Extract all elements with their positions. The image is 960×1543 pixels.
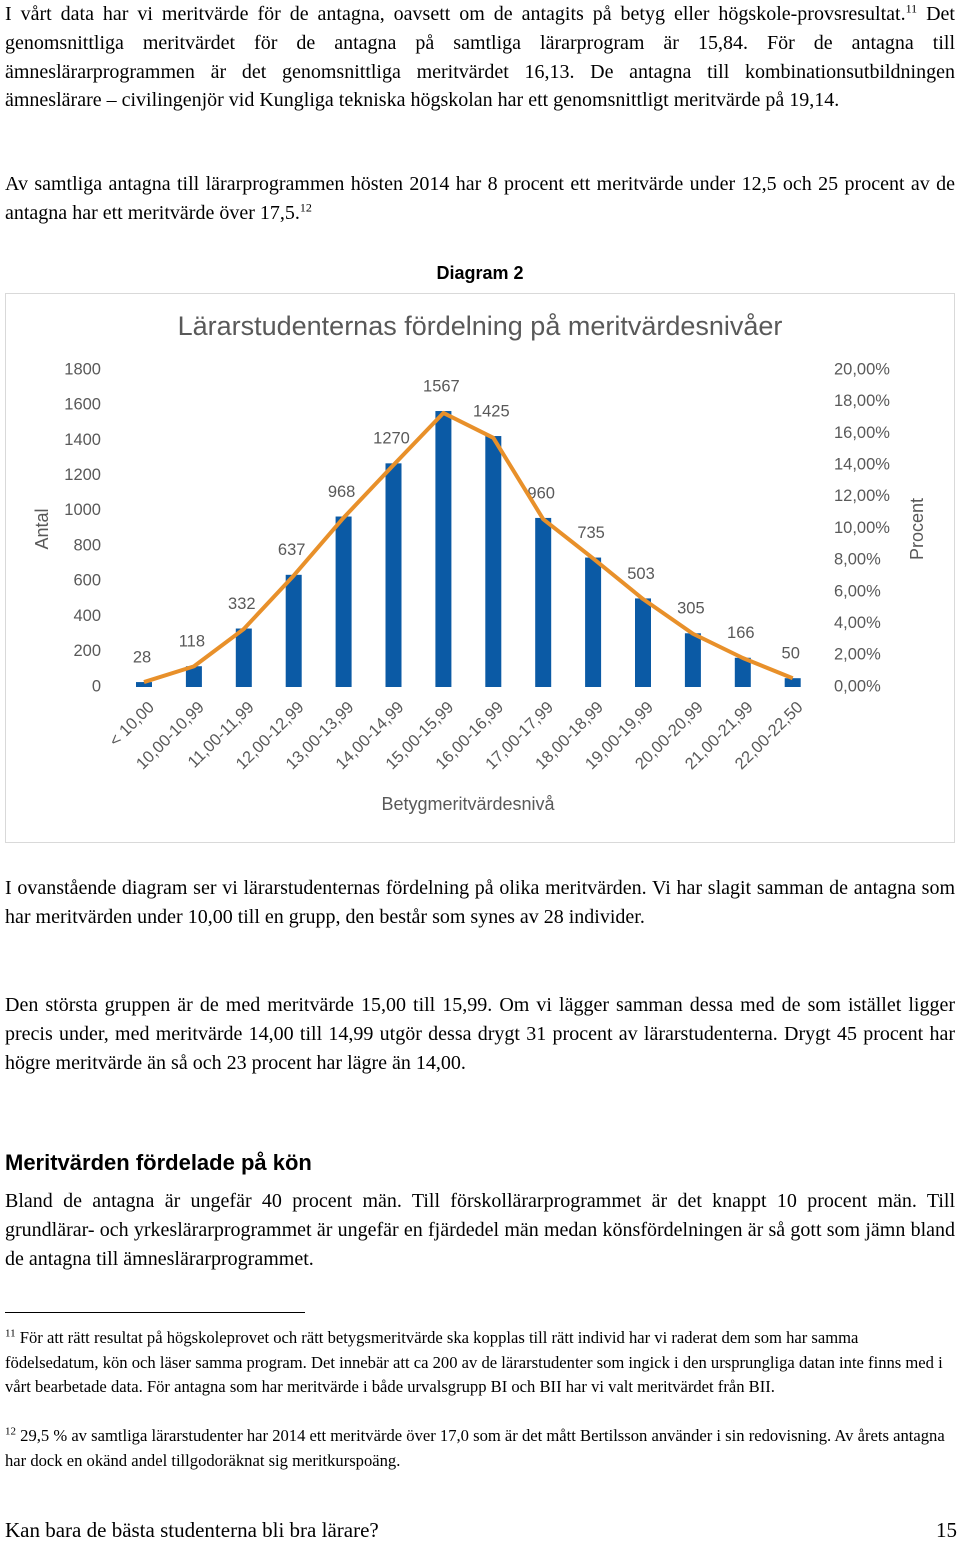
data-label: 1425	[473, 402, 510, 420]
bar	[136, 682, 152, 687]
heading: Meritvärden fördelade på kön	[5, 1150, 312, 1175]
chart-title: Lärarstudenternas fördelning på meritvär…	[178, 311, 783, 341]
bar	[285, 574, 302, 687]
bar	[385, 463, 402, 687]
chart-frame	[5, 293, 955, 843]
footnote: 11 För att rätt resultat på högskoleprov…	[5, 1326, 955, 1400]
data-label: 305	[677, 600, 705, 618]
bar	[635, 598, 651, 687]
footnote-ref: 11	[905, 1, 918, 16]
y2-axis-title: Procent	[907, 498, 927, 560]
y2-tick-label: 0,00%	[834, 677, 881, 695]
text: För att rätt resultat på högskoleprovet …	[5, 1328, 943, 1396]
bar	[185, 666, 202, 687]
chart: Lärarstudenternas fördelning på meritvär…	[5, 293, 955, 843]
y2-tick-label: 16,00%	[834, 424, 890, 442]
bar	[435, 411, 452, 687]
y2-tick-label: 10,00%	[834, 519, 890, 537]
bar	[235, 628, 252, 687]
data-label: 50	[782, 645, 800, 663]
y-tick-label: 1800	[64, 360, 101, 378]
paragraph: I ovanstående diagram ser vi lärarstuden…	[5, 874, 955, 932]
data-label: 28	[133, 648, 151, 666]
text: Det genomsnittliga meritvärdet för de an…	[5, 3, 955, 112]
data-label: 1270	[373, 430, 410, 448]
footnote-number: 11	[5, 1327, 16, 1340]
bar	[784, 678, 801, 687]
bar	[585, 557, 602, 687]
bar	[684, 633, 701, 687]
x-axis-title: Betygmeritvärdesnivå	[381, 794, 555, 814]
y-tick-label: 1200	[64, 466, 101, 484]
text: Bland de antagna är ungefär 40 procent m…	[5, 1190, 955, 1270]
data-label: 960	[527, 484, 555, 502]
data-label: 637	[278, 541, 306, 559]
y-tick-label: 1000	[64, 501, 101, 519]
y2-tick-label: 6,00%	[834, 582, 881, 600]
bar	[734, 657, 751, 687]
y2-tick-label: 4,00%	[834, 614, 881, 632]
y-tick-label: 200	[73, 642, 101, 660]
bar	[485, 436, 502, 687]
footnote-rule	[5, 1312, 305, 1313]
y2-tick-label: 12,00%	[834, 487, 890, 505]
text: I ovanstående diagram ser vi lärarstuden…	[5, 877, 955, 928]
text: 29,5 % av samtliga lärarstudenter har 20…	[5, 1426, 945, 1470]
footnote: 12 29,5 % av samtliga lärarstudenter har…	[5, 1424, 955, 1473]
data-label: 735	[577, 524, 605, 542]
y-tick-label: 800	[73, 536, 101, 554]
data-label: 503	[627, 565, 655, 583]
bar	[535, 517, 552, 687]
footer-title: Kan bara de bästa studenterna bli bra lä…	[5, 1518, 379, 1542]
y2-tick-label: 8,00%	[834, 551, 881, 569]
y-tick-label: 1400	[64, 431, 101, 449]
y2-tick-label: 14,00%	[834, 455, 890, 473]
y2-tick-label: 20,00%	[834, 360, 890, 378]
data-label: 332	[228, 595, 256, 613]
text: Av samtliga antagna till lärarprogrammen…	[5, 173, 955, 224]
text: Den största gruppen är de med meritvärde…	[5, 994, 955, 1074]
y-tick-label: 0	[92, 677, 101, 695]
data-label: 166	[727, 624, 755, 642]
data-label: 118	[179, 633, 205, 651]
line	[143, 410, 794, 684]
y-tick-label: 400	[73, 607, 101, 625]
paragraph: I vårt data har vi meritvärde för de ant…	[5, 0, 955, 115]
page-number: 15	[936, 1518, 957, 1542]
y2-tick-label: 18,00%	[834, 392, 890, 410]
y2-tick-label: 2,00%	[834, 646, 881, 664]
data-label: 968	[328, 483, 356, 501]
footnote-number: 12	[5, 1425, 16, 1438]
y-tick-label: 600	[73, 572, 101, 590]
footnote-ref: 12	[299, 200, 312, 215]
bar	[335, 516, 352, 687]
data-label: 1567	[423, 377, 460, 395]
paragraph: Den största gruppen är de med meritvärde…	[5, 991, 955, 1077]
diagram-label: Diagram 2	[436, 263, 524, 283]
paragraph: Av samtliga antagna till lärarprogrammen…	[5, 170, 955, 228]
y-axis-title: Antal	[32, 508, 52, 549]
paragraph: Bland de antagna är ungefär 40 procent m…	[5, 1187, 955, 1273]
text: I vårt data har vi meritvärde för de ant…	[5, 3, 906, 25]
y-tick-label: 1600	[64, 396, 101, 414]
